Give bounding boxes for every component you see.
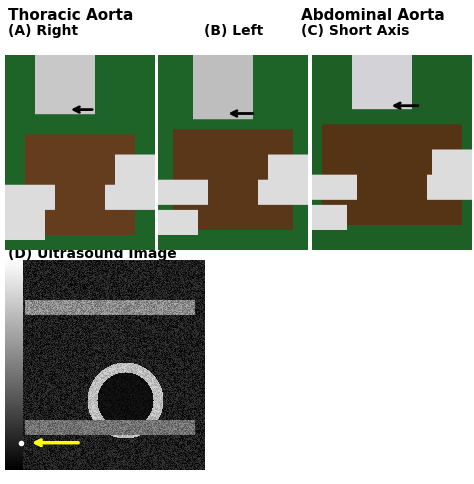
Text: Abdominal Aorta: Abdominal Aorta — [301, 8, 445, 23]
Text: (B) Left: (B) Left — [204, 24, 263, 38]
Text: (D) Ultrasound Image: (D) Ultrasound Image — [8, 247, 177, 261]
Text: (C) Short Axis: (C) Short Axis — [301, 24, 410, 38]
Text: (A) Right: (A) Right — [8, 24, 78, 38]
Text: Thoracic Aorta: Thoracic Aorta — [8, 8, 133, 23]
